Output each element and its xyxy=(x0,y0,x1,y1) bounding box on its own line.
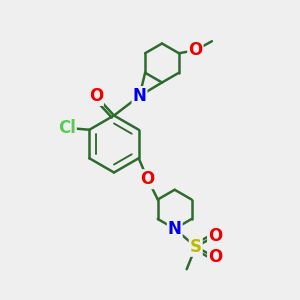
Text: O: O xyxy=(188,41,203,59)
Text: S: S xyxy=(190,238,202,256)
Text: O: O xyxy=(89,87,103,105)
Text: O: O xyxy=(89,87,103,105)
Text: Cl: Cl xyxy=(58,119,76,137)
Text: S: S xyxy=(190,238,202,256)
Text: N: N xyxy=(133,87,146,105)
Text: O: O xyxy=(208,248,222,266)
Text: O: O xyxy=(208,227,222,245)
Text: N: N xyxy=(168,220,182,238)
Text: O: O xyxy=(188,41,203,59)
Text: N: N xyxy=(133,87,146,105)
Text: O: O xyxy=(208,248,222,266)
Text: O: O xyxy=(141,170,155,188)
Text: N: N xyxy=(168,220,182,238)
Text: Cl: Cl xyxy=(58,119,76,137)
Text: O: O xyxy=(141,170,155,188)
Text: O: O xyxy=(208,227,222,245)
